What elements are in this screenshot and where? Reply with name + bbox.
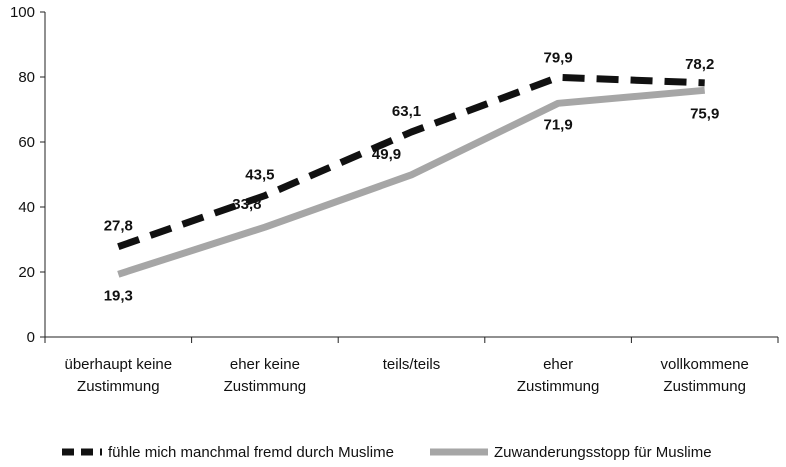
x-category-label: teils/teils [383, 356, 441, 373]
y-tick-label: 100 [10, 4, 35, 21]
x-category-label: eher keine Zustimmung [224, 356, 307, 395]
data-label: 71,9 [543, 116, 572, 133]
legend: fühle mich manchmal fremd durch Muslime … [62, 444, 712, 461]
y-tick-label: 80 [18, 69, 35, 86]
x-axis: überhaupt keine Zustimmung eher keine Zusti… [44, 336, 779, 395]
y-tick-label: 0 [27, 329, 35, 346]
y-axis: 0 20 40 60 80 100 [10, 4, 46, 346]
legend-label-zuwanderungsstopp: Zuwanderungsstopp für Muslime [494, 444, 712, 461]
data-label: 75,9 [690, 105, 719, 122]
data-label: 33,8 [232, 196, 261, 213]
data-label: 49,9 [372, 146, 401, 163]
data-label: 78,2 [685, 56, 714, 73]
data-label: 63,1 [392, 103, 421, 120]
y-tick-label: 40 [18, 199, 35, 216]
x-category-label: eher Zustimmung [517, 356, 600, 395]
y-tick-label: 60 [18, 134, 35, 151]
data-label: 43,5 [245, 167, 274, 184]
data-label: 79,9 [543, 49, 572, 66]
series-group [117, 73, 706, 278]
x-category-label: vollkommene Zustimmung [661, 356, 749, 395]
data-label: 19,3 [104, 287, 133, 304]
data-labels: 27,8 43,5 63,1 79,9 78,2 19,3 33,8 49,9 71,9 75,9 [104, 49, 720, 304]
legend-label-fremd: fühle mich manchmal fremd durch Muslime [108, 444, 394, 461]
y-tick-label: 20 [18, 264, 35, 281]
x-category-label: überhaupt keine Zustimmung [65, 356, 173, 395]
data-label: 27,8 [104, 218, 133, 235]
